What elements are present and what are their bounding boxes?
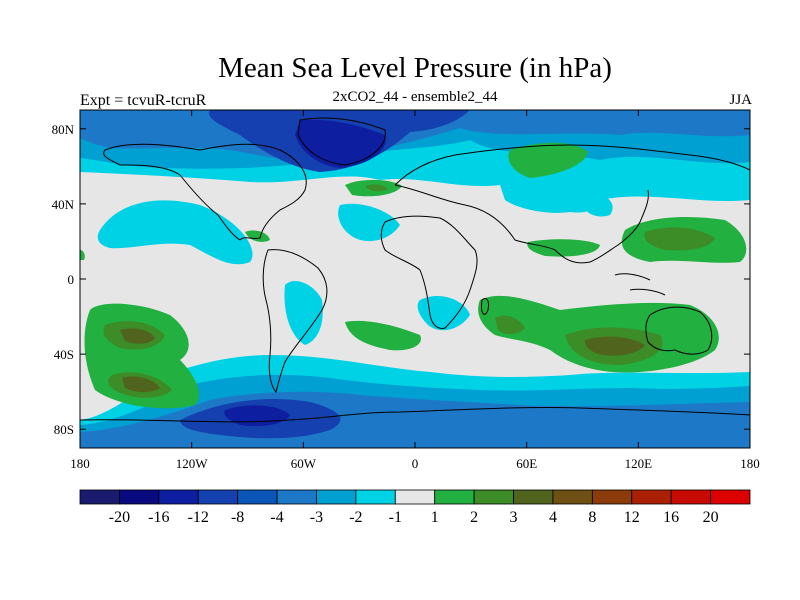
- map-title: Mean Sea Level Pressure (in hPa): [218, 52, 612, 84]
- contour-npacific-cyan: [97, 200, 253, 265]
- x-tick-label: 120E: [625, 456, 653, 471]
- x-tick-label: 60E: [516, 456, 537, 471]
- y-tick-label: 80S: [54, 422, 74, 437]
- colorbar-label: 1: [431, 509, 439, 526]
- colorbar-label: -2: [349, 509, 362, 526]
- contour-madagascar-olive: [495, 315, 525, 335]
- colorbar-swatch: [670, 489, 711, 505]
- colorbar-label: 2: [470, 509, 478, 526]
- contour-wpacific-olive: [644, 227, 715, 251]
- colorbar-label: -12: [188, 509, 209, 526]
- colorbar-label: 16: [663, 509, 679, 526]
- y-tick-label: 40N: [52, 197, 75, 212]
- contour-spacific-brown-1: [120, 328, 155, 344]
- colorbar-swatch: [355, 489, 396, 505]
- contour-satlantic-green: [345, 320, 421, 351]
- colorbar-swatch: [434, 489, 475, 505]
- colorbar-swatch: [197, 489, 239, 505]
- colorbar-label: -3: [310, 509, 323, 526]
- contour-eurasia-green: [508, 142, 588, 178]
- colorbar-swatch: [591, 489, 633, 505]
- x-tick-label: 60W: [291, 456, 317, 471]
- colorbar-swatch: [552, 489, 593, 505]
- coastline-south-america: [262, 249, 328, 394]
- colorbar-label: -16: [148, 509, 169, 526]
- coastlines: [80, 117, 750, 423]
- colorbar-swatch: [79, 489, 120, 505]
- colorbar-label: 8: [588, 509, 596, 526]
- coastline-eurasia: [394, 144, 750, 264]
- colorbar-label: -8: [231, 509, 244, 526]
- coastline-north-america: [103, 143, 307, 241]
- contour-eqpacific-green: [80, 250, 85, 260]
- x-tick-label: 120W: [176, 456, 209, 471]
- contour-spacific-brown-2: [122, 376, 160, 393]
- experiment-label: Expt = tcvuR-tcruR: [80, 92, 207, 109]
- contour-sindian-brown: [584, 336, 645, 356]
- y-tick-label: 40S: [54, 347, 74, 362]
- ensemble-label: 2xCO2_44 - ensemble2_44: [332, 89, 498, 105]
- contour-atlantic-cyan: [338, 203, 400, 242]
- x-tick-label: 180: [70, 456, 90, 471]
- y-tick-label: 0: [68, 272, 75, 287]
- colorbar-label: 20: [703, 509, 719, 526]
- colorbar-swatch: [276, 489, 317, 505]
- coastline-antarctica: [80, 406, 750, 423]
- colorbar: -20 -16 -12 -8 -4 -3 -2 -1 1 2 3 4 8 12 16 20: [79, 489, 751, 526]
- x-tick-label: 180: [740, 456, 760, 471]
- contour-caribbean-green: [245, 230, 270, 242]
- colorbar-swatch: [631, 489, 672, 505]
- colorbar-label: 4: [549, 509, 557, 526]
- coastline-indonesia: [614, 273, 666, 296]
- colorbar-swatch: [119, 489, 160, 505]
- y-tick-label: 80N: [52, 122, 75, 137]
- colorbar-swatch: [513, 489, 554, 505]
- colorbar-swatch: [316, 489, 357, 505]
- colorbar-swatch: [158, 489, 199, 505]
- contour-asia-cyan: [580, 193, 613, 217]
- colorbar-swatch: [394, 489, 436, 505]
- coastline-madagascar: [481, 297, 489, 315]
- contour-north-deepest: [295, 119, 386, 168]
- colorbar-label: 12: [624, 509, 640, 526]
- colorbar-label: -20: [109, 509, 130, 526]
- x-tick-label: 0: [412, 456, 419, 471]
- contour-indiaocean-green: [527, 239, 600, 257]
- colorbar-label: 3: [510, 509, 518, 526]
- contour-samerica-cyan: [284, 280, 323, 345]
- contour-eurasia-cyan: [500, 176, 603, 213]
- season-label: JJA: [729, 92, 752, 108]
- colorbar-label: -4: [270, 509, 283, 526]
- colorbar-label: -1: [389, 509, 402, 526]
- coastline-africa: [380, 215, 478, 329]
- contour-natlantic-olive: [365, 184, 388, 192]
- colorbar-swatch: [237, 489, 278, 505]
- contour-fill-layer: [80, 110, 750, 448]
- colorbar-swatch: [710, 489, 751, 505]
- contour-safrica-cyan: [417, 295, 470, 331]
- coastline-greenland: [297, 117, 386, 166]
- coastline-australia: [645, 306, 713, 355]
- colorbar-swatch: [473, 489, 514, 505]
- map-axes: 180 120W 60W 0 60E 120E 180 80N 40N 0 40S 80S: [52, 110, 760, 471]
